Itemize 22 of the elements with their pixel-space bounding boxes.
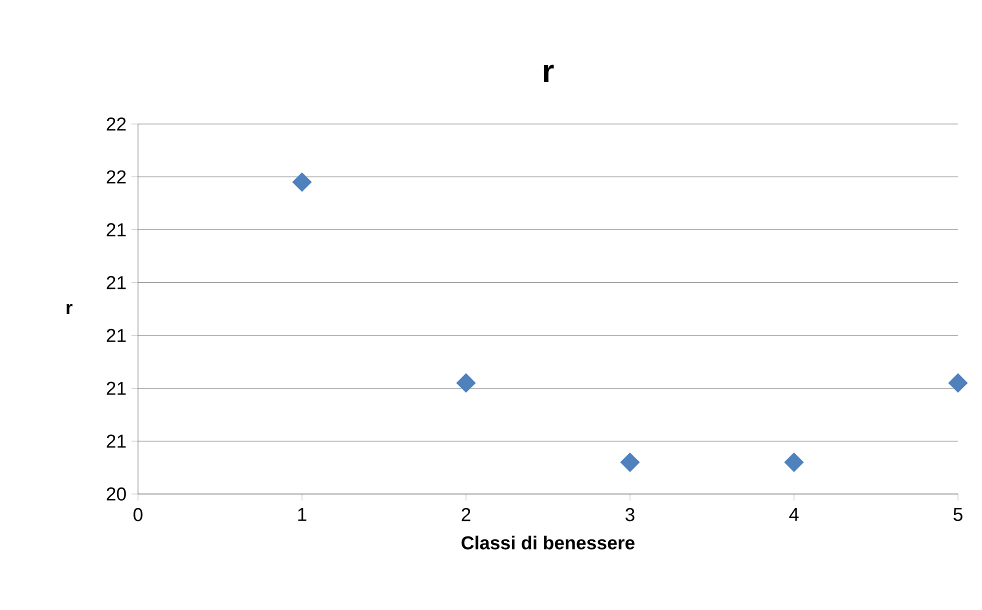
x-tick-label: 2	[462, 508, 470, 522]
point	[948, 373, 968, 393]
y-axis-title: r	[66, 304, 72, 314]
y-tick-label: 21	[106, 434, 126, 448]
y-tick-label: 20	[106, 487, 126, 501]
point	[456, 373, 476, 393]
chart-title: r	[544, 64, 554, 82]
y-tick-label: 22	[106, 170, 126, 184]
y-tick-label: 21	[106, 276, 126, 290]
y-tick-label: 21	[106, 223, 126, 236]
x-axis-title: Classi di benessere	[462, 536, 634, 550]
x-tick-label: 4	[789, 508, 799, 521]
point	[784, 452, 804, 472]
y-tick-label: 22	[106, 117, 126, 131]
point	[292, 172, 312, 192]
x-tick-label: 0	[134, 508, 142, 522]
x-tick-label: 1	[298, 508, 306, 521]
x-tick-label: 3	[626, 508, 634, 522]
y-tick-label: 21	[106, 328, 126, 342]
point	[620, 452, 640, 472]
y-tick-label: 21	[106, 382, 126, 395]
x-tick-label: 5	[954, 508, 962, 522]
